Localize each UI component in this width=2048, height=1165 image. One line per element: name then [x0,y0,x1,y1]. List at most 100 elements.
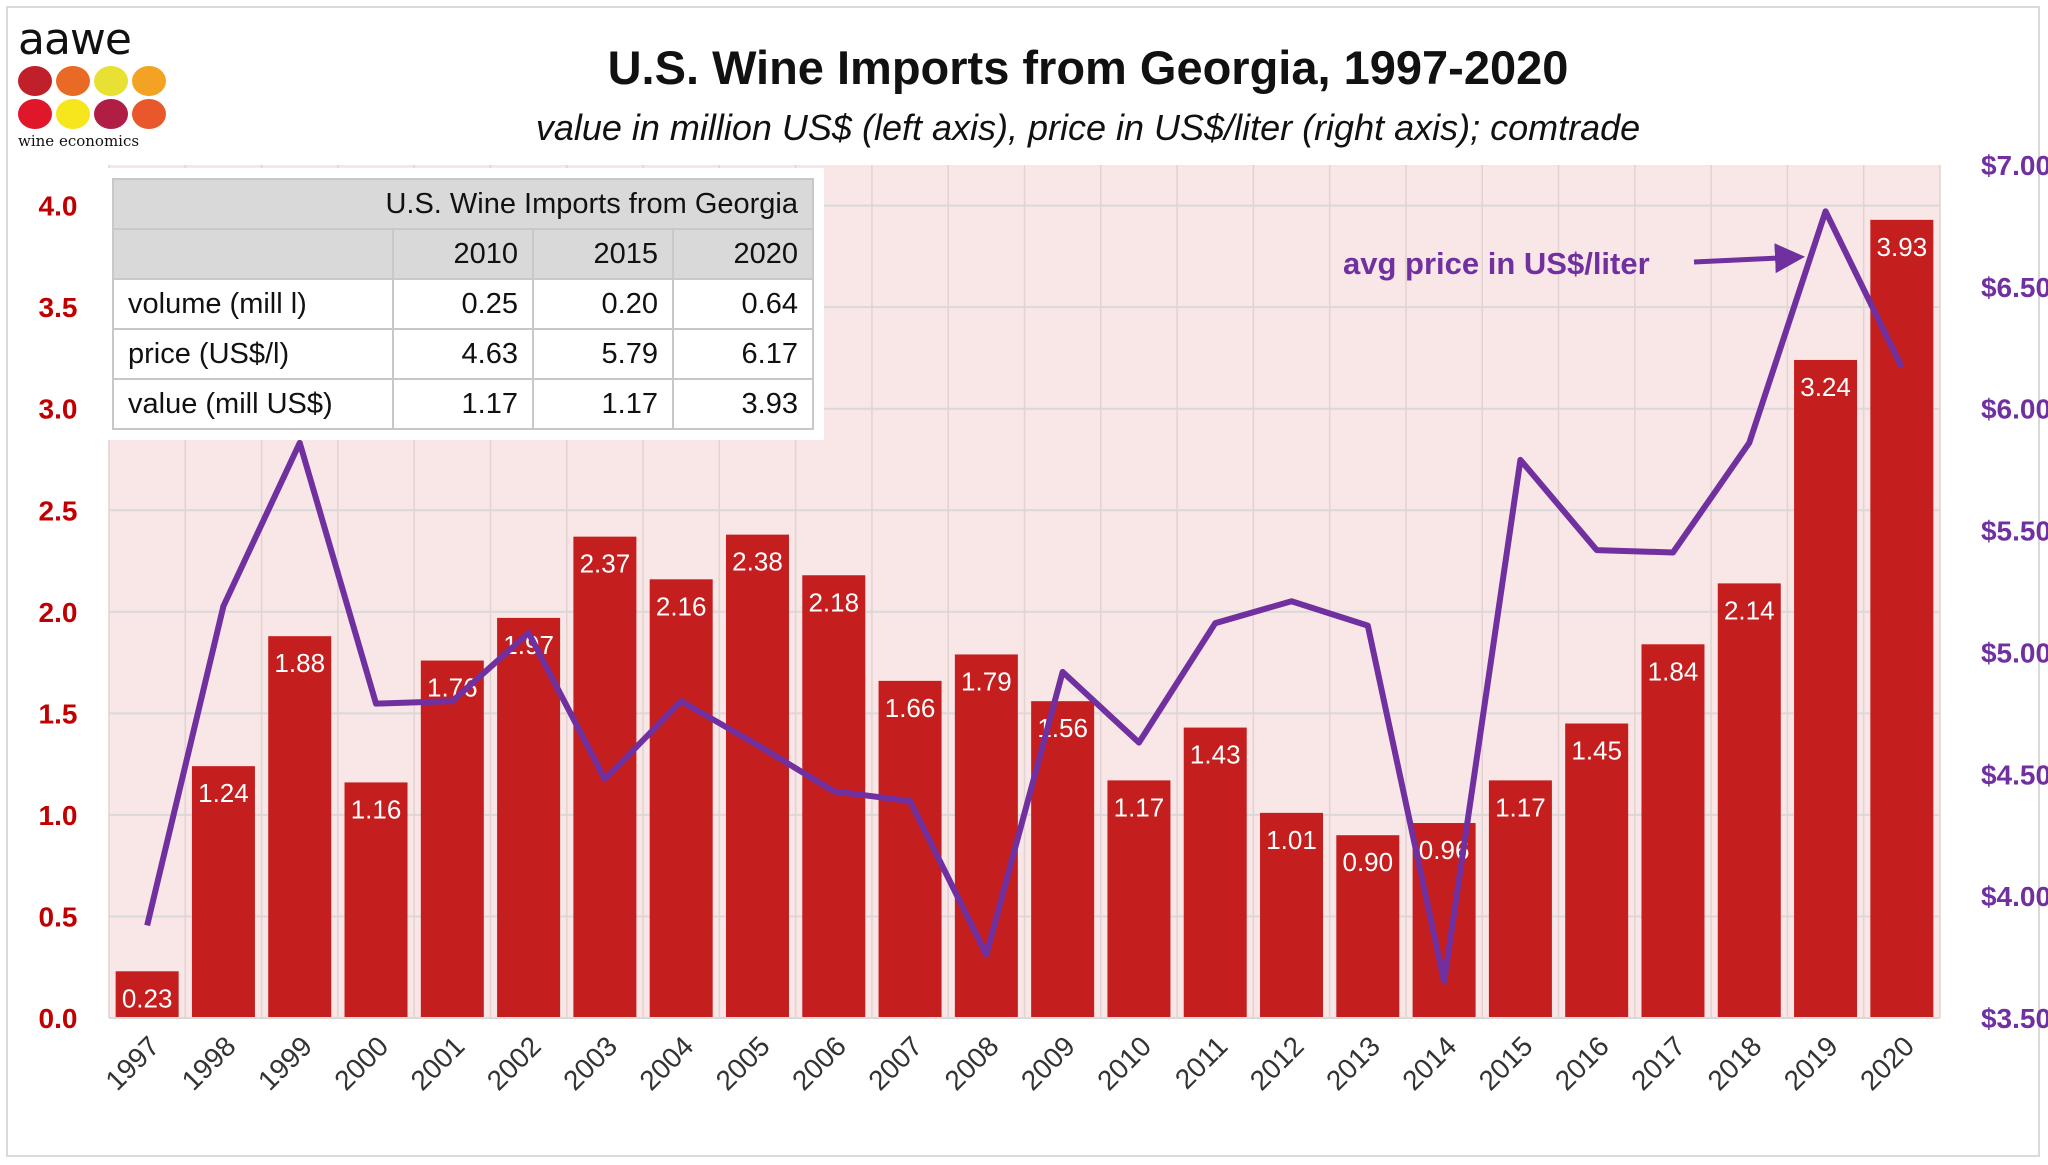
row-label: volume (mill l) [112,278,394,330]
right-axis-tick-label: $5.00 [1981,637,2048,668]
left-axis-tick-label: 1.5 [39,698,78,729]
bar [1641,644,1705,1018]
bar [344,782,408,1018]
table-year: 2015 [532,228,674,280]
left-axis-tick-label: 1.0 [39,800,78,831]
bar-data-label: 2.37 [580,549,631,579]
bar [1870,219,1934,1019]
logo-dot [56,99,90,129]
x-axis-tick-label: 2014 [1396,1030,1462,1096]
bar-data-label: 2.16 [656,591,707,621]
chart-subtitle: value in million US$ (left axis), price … [535,107,1641,148]
right-axis-tick-label: $4.00 [1981,881,2048,912]
left-axis-tick-label: 2.0 [39,597,78,628]
bar [1488,780,1552,1018]
right-axis-tick-label: $6.00 [1981,394,2048,425]
logo-dot [94,99,128,129]
annotation-arrow [1693,243,1805,274]
bar-data-label: 1.79 [961,666,1012,696]
bar-data-label: 2.38 [732,547,783,577]
left-axis-tick-label: 4.0 [39,191,78,222]
cell: 6.17 [672,328,814,380]
x-axis-tick-label: 2011 [1169,1030,1234,1095]
row-label: value (mill US$) [112,378,394,430]
x-axis-tick-label: 2008 [939,1030,1005,1096]
cell: 3.93 [672,378,814,430]
bar-data-label: 1.01 [1266,825,1317,855]
bar [1107,780,1171,1018]
table-corner [112,228,394,280]
bar [1260,812,1324,1018]
logo-dot [18,66,52,96]
left-axis-tick-label: 0.5 [39,901,78,932]
logo-tagline: wine economics [18,132,140,150]
x-axis-tick-label: 2009 [1015,1030,1081,1096]
x-axis-tick-label: 2012 [1244,1030,1310,1096]
bar [954,654,1018,1018]
bar-data-label: 1.16 [351,794,402,824]
x-axis-tick-label: 2019 [1778,1030,1844,1096]
table-row: value (mill US$) 1.17 1.17 3.93 [112,378,814,430]
bar-data-label: 1.24 [198,778,249,808]
bar-data-label: 0.90 [1343,847,1394,877]
price-line [144,208,1905,985]
bar-data-label: 1.43 [1190,740,1241,770]
cell: 5.79 [532,328,674,380]
x-axis-tick-label: 1998 [176,1030,242,1096]
summary-table: U.S. Wine Imports from Georgia 2010 2015… [102,168,824,440]
logo-dots [18,66,178,129]
bar [191,766,255,1018]
bar [1183,727,1247,1018]
bar [1717,583,1781,1018]
logo-word: aawe [18,14,132,65]
bar-data-label: 0.23 [122,983,173,1013]
x-axis-tick-label: 2004 [633,1030,699,1096]
bar-data-label: 1.88 [274,648,325,678]
x-axis-tick-label: 2015 [1473,1030,1539,1096]
left-axis-tick-label: 3.0 [39,394,78,425]
right-axis-tick-label: $4.50 [1981,759,2048,790]
bar-data-label: 1.84 [1648,656,1699,686]
bar [420,660,484,1018]
x-axis-tick-label: 2005 [710,1030,776,1096]
x-axis-tick-label: 2013 [1320,1030,1386,1096]
logo-dot [132,99,166,129]
logo-dot [18,99,52,129]
aawe-logo: aawe wine economics [18,18,178,150]
bar-data-label: 1.66 [885,693,936,723]
cell: 4.63 [392,328,534,380]
x-axis-tick-label: 2017 [1625,1030,1691,1096]
table-row: price (US$/l) 4.63 5.79 6.17 [112,328,814,380]
row-label: price (US$/l) [112,328,394,380]
bar [1794,359,1858,1018]
bar [649,579,713,1018]
cell: 0.20 [532,278,674,330]
chart-title: U.S. Wine Imports from Georgia, 1997-202… [607,41,1569,94]
table-year: 2010 [392,228,534,280]
x-axis-tick-label: 2002 [481,1030,547,1096]
x-axis-tick-label: 2003 [557,1030,623,1096]
bar-data-label: 3.93 [1877,232,1928,262]
x-axis-tick-label: 2007 [862,1030,928,1096]
cell: 1.17 [532,378,674,430]
line-annotation: avg price in US$/liter [1343,246,1650,281]
logo-dot [56,66,90,96]
x-axis-tick-label: 1997 [99,1030,165,1096]
bar [725,534,789,1018]
right-axis-tick-label: $3.50 [1981,1003,2048,1034]
bar-data-label: 1.45 [1571,736,1622,766]
left-axis-tick-label: 0.0 [39,1003,78,1034]
table-title: U.S. Wine Imports from Georgia [112,178,814,230]
bar-data-label: 1.17 [1495,792,1546,822]
left-axis-tick-label: 3.5 [39,292,78,323]
cell: 0.64 [672,278,814,330]
bar [1336,835,1400,1018]
right-axis-tick-label: $7.00 [1981,150,2048,181]
right-axis-tick-label: $6.50 [1981,272,2048,303]
bar-data-label: 1.17 [1114,792,1165,822]
cell: 0.25 [392,278,534,330]
x-axis-tick-label: 2018 [1702,1030,1768,1096]
bar [1565,723,1629,1018]
bar [115,971,179,1018]
